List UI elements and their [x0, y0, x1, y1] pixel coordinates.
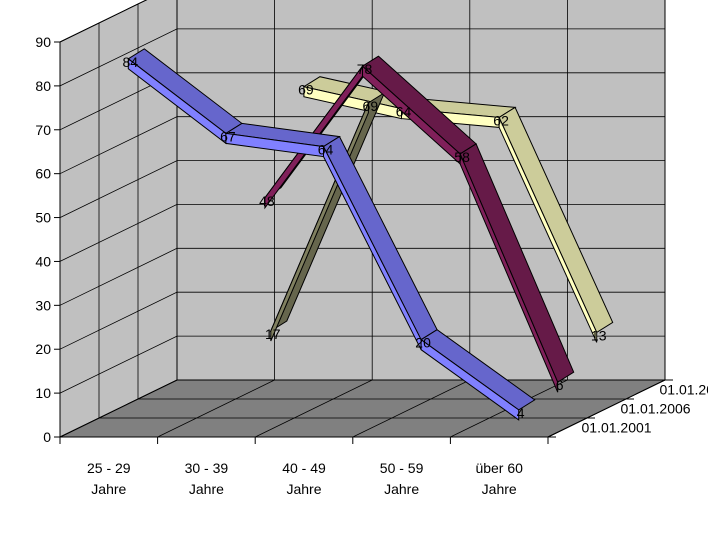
x-tick-label: 50 - 59 Jahre	[380, 460, 424, 497]
data-label: 4	[517, 405, 525, 421]
ribbon-face	[459, 153, 559, 393]
y-tick-label: 10	[35, 385, 51, 401]
y-tick-label: 50	[35, 210, 51, 226]
y-tick-label: 30	[35, 297, 51, 313]
axes: 0 10 20 30 40 50 60 70 80 90 25 - 29 Jahre 30 - 39 Ja…	[35, 34, 708, 497]
y-tick-label: 90	[35, 34, 51, 50]
floor-gridline	[352, 379, 470, 438]
x-tick-label: 40 - 49 Jahre	[282, 460, 326, 497]
floor-gridline	[255, 379, 373, 438]
y-tick-label: 60	[35, 166, 51, 182]
data-label: 69	[298, 82, 314, 98]
series-name-label: 01.01.2006	[621, 401, 691, 417]
data-label: 17	[265, 326, 281, 342]
data-label: 62	[493, 112, 509, 128]
data-label: 58	[454, 149, 470, 165]
depth-axis-line	[547, 379, 666, 438]
data-label: 20	[415, 335, 431, 351]
series-ribbon	[264, 55, 575, 393]
series-name-label: 01.01.2001	[582, 420, 652, 436]
y-tick-label: 70	[35, 122, 51, 138]
y-tick-label: 0	[43, 429, 51, 445]
data-label: 84	[123, 54, 139, 70]
floor-gridline	[157, 379, 275, 438]
x-tick-label: 25 - 29 Jahre	[87, 460, 131, 497]
data-label: 48	[259, 193, 275, 209]
data-label: 67	[220, 128, 236, 144]
data-label: 64	[318, 142, 334, 158]
y-tick-label: 40	[35, 253, 51, 269]
x-tick-label: 30 - 39 Jahre	[185, 460, 229, 497]
series-ribbon	[127, 48, 536, 421]
data-label: 78	[357, 61, 373, 77]
data-label: 13	[591, 327, 607, 343]
data-label: 6	[556, 377, 564, 393]
data-label: 69	[363, 98, 379, 114]
y-tick-label: 20	[35, 341, 51, 357]
data-label: 64	[396, 104, 412, 120]
series-ribbons	[127, 48, 614, 421]
series-name-label: 01.01.2011	[660, 382, 708, 398]
ribbon-face	[498, 117, 598, 343]
x-tick-label: über 60 Jahre	[475, 460, 523, 497]
data-labels: 69 64 62 13 17 69 48 78 58 6 84 67 64 20 4	[123, 54, 607, 421]
ribbon-face	[420, 338, 520, 421]
y-tick-label: 80	[35, 78, 51, 94]
